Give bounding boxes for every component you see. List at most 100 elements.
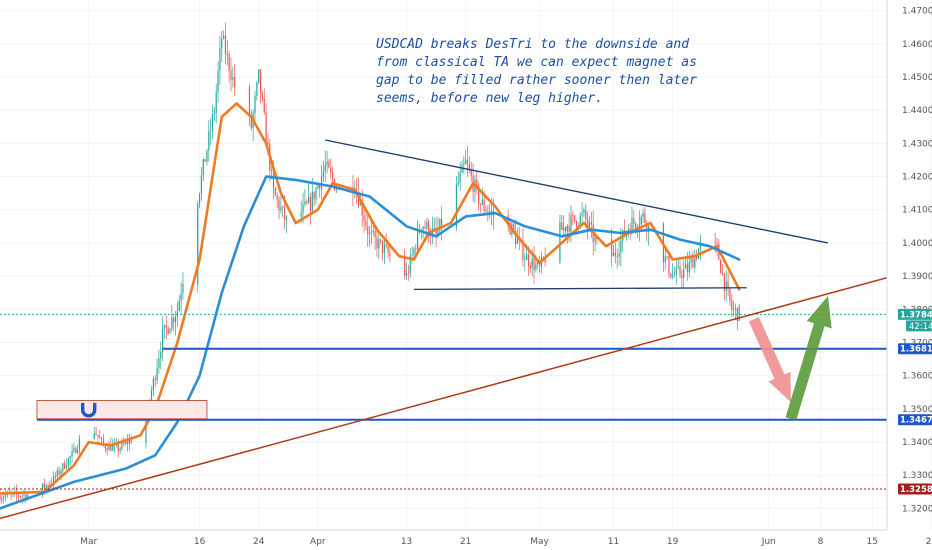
candle-body	[734, 308, 737, 310]
candle-body	[642, 212, 644, 217]
candle-body	[468, 164, 470, 170]
down-arrow	[748, 317, 791, 403]
level-tag-label: 1.32586	[900, 485, 932, 495]
candle-body	[222, 35, 225, 39]
candle-body	[455, 184, 458, 228]
note-line: USDCAD breaks DesTri to the downside and	[376, 37, 689, 52]
triangle-base-line	[413, 287, 747, 291]
candle-body	[516, 238, 519, 245]
note-line: seems, before new leg higher.	[376, 91, 603, 106]
candle-body	[731, 300, 733, 310]
candle-body	[485, 209, 487, 212]
candle-body	[319, 185, 321, 189]
candle-body	[335, 189, 337, 191]
candle-body	[529, 265, 531, 269]
price-tick-label: 1.35000	[902, 405, 932, 415]
candle-body	[283, 206, 286, 220]
candle-body	[686, 264, 689, 273]
candle-body	[311, 191, 313, 211]
candle-body	[725, 281, 727, 291]
candle-body	[572, 215, 574, 216]
plot-area	[0, 22, 887, 520]
candle-body	[426, 221, 428, 229]
level-tag-bg	[898, 483, 932, 495]
candle-body	[683, 268, 685, 278]
candle-body	[306, 201, 308, 203]
candle-body	[1, 497, 3, 500]
candle-body	[206, 150, 208, 162]
candle-body	[315, 188, 317, 200]
level-tag-label: 1.34673	[900, 416, 932, 426]
candle-body	[531, 258, 533, 269]
candle-body	[677, 266, 679, 268]
candle-body	[376, 237, 378, 249]
time-tick-label: 8	[818, 537, 824, 547]
candle-body	[489, 211, 491, 213]
candle-body	[461, 165, 463, 173]
candle-body	[383, 244, 385, 253]
candle-body	[638, 224, 640, 229]
candle-body	[668, 256, 670, 274]
price-tick-label: 1.43000	[902, 139, 932, 149]
moving-average-slow	[0, 175, 741, 510]
candle-body	[267, 142, 269, 144]
candles	[0, 22, 740, 504]
price-tick-label: 1.36000	[902, 372, 932, 382]
time-tick-label: Jun	[761, 537, 776, 547]
candle-body	[614, 253, 616, 256]
candle-body	[675, 267, 677, 276]
candle-body	[411, 254, 413, 256]
price-tags: 1.36813 1.34673 1.32586 1.37846 42:14	[898, 308, 932, 495]
candle-body	[67, 458, 69, 466]
candle-body	[646, 223, 648, 233]
candle-body	[714, 241, 716, 243]
candle-body	[385, 244, 387, 246]
candle-body	[618, 253, 620, 257]
candle-body	[167, 327, 169, 334]
candle-body	[302, 204, 304, 213]
candle-body	[271, 170, 273, 172]
candle-body	[163, 324, 166, 329]
candle-body	[490, 210, 493, 212]
price-axis[interactable]: 1.320001.330001.340001.350001.360001.370…	[902, 7, 932, 515]
candle-body	[413, 248, 415, 255]
candle-body	[65, 465, 68, 469]
candle-body	[101, 438, 103, 440]
candle-body	[276, 195, 278, 200]
grid-lines	[0, 0, 932, 530]
candle-body	[570, 215, 572, 232]
candle-body	[221, 38, 223, 49]
candle-body	[300, 212, 302, 217]
candle-body	[332, 172, 334, 180]
candle-body	[459, 172, 461, 183]
candle-body	[108, 444, 110, 451]
candle-body	[178, 300, 180, 311]
candle-body	[563, 227, 565, 231]
candle-body	[258, 69, 260, 83]
candle-body	[424, 226, 426, 229]
candle-body	[110, 444, 112, 451]
candle-body	[226, 53, 228, 55]
candle-body	[17, 494, 20, 497]
candle-body	[694, 255, 696, 268]
candle-body	[378, 239, 380, 249]
candle-body	[648, 223, 650, 233]
candle-body	[568, 225, 570, 232]
candle-body	[324, 164, 326, 171]
candle-body	[274, 188, 276, 196]
level-tag-bg	[898, 343, 932, 355]
candle-body	[219, 48, 221, 71]
candle-body	[254, 96, 256, 113]
candle-body	[224, 35, 227, 55]
candle-body	[174, 316, 177, 323]
candle-body	[723, 273, 725, 291]
candle-body	[644, 212, 646, 224]
candle-body	[173, 317, 175, 323]
candle-body	[156, 368, 158, 381]
candle-body	[514, 230, 517, 245]
candle-body	[575, 221, 578, 228]
time-axis[interactable]: Mar 16 24 Apr 13 21 May 11 19 Jun 8 15 23	[80, 537, 932, 547]
candle-body	[612, 253, 615, 257]
candle-body	[182, 283, 184, 294]
